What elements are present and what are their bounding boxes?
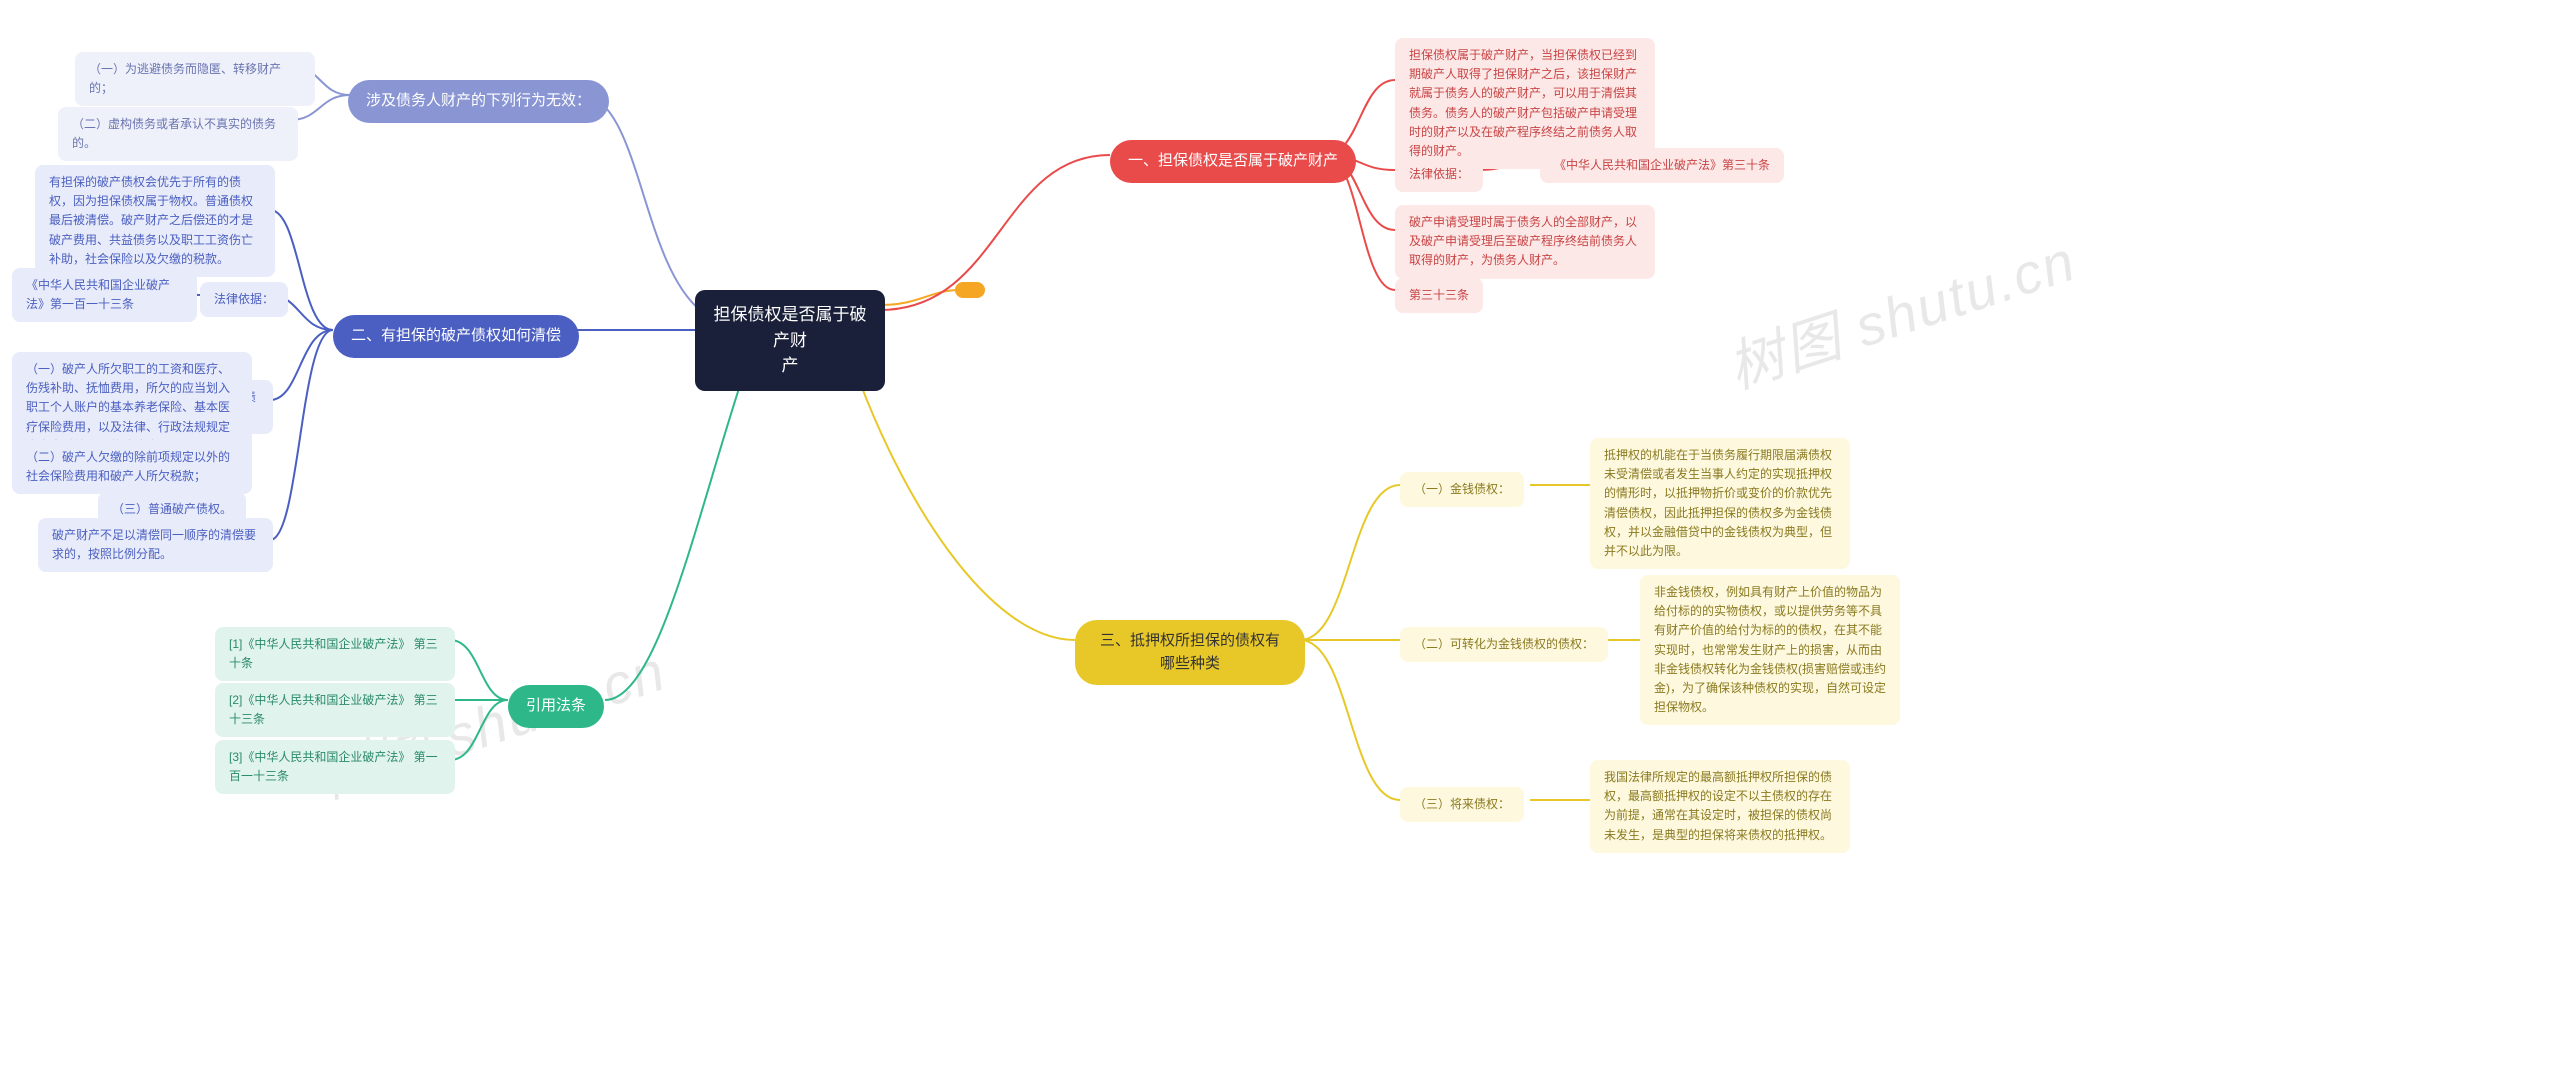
b5-leaf-2[interactable]: [3]《中华人民共和国企业破产法》 第一百一十三条 (215, 740, 455, 794)
b3-sub-0-v[interactable]: 抵押权的机能在于当债务履行期限届满债权未受清偿或者发生当事人约定的实现抵押权的情… (1590, 438, 1850, 569)
branch-4[interactable]: 涉及债务人财产的下列行为无效： (348, 80, 609, 123)
root-node[interactable]: 担保债权是否属于破产财 产 (695, 290, 885, 391)
branch-2-label: 二、有担保的破产债权如何清偿 (351, 327, 561, 344)
branch-3[interactable]: 三、抵押权所担保的债权有哪些种类 (1075, 620, 1305, 685)
b1-leaf-4[interactable]: 第三十三条 (1395, 278, 1483, 313)
branch-5[interactable]: 引用法条 (508, 685, 604, 728)
branch-4-label: 涉及债务人财产的下列行为无效： (366, 92, 591, 109)
root-title-l2: 产 (711, 353, 869, 379)
b1-leaf-3[interactable]: 破产申请受理时属于债务人的全部财产，以及破产申请受理后至破产程序终结前债务人取得… (1395, 205, 1655, 279)
b2-seq-item[interactable]: （三）普通破产债权。 (98, 492, 246, 527)
b2-leaf-0[interactable]: 有担保的破产债权会优先于所有的债权，因为担保债权属于物权。普通债权最后被清偿。破… (35, 165, 275, 277)
b1-leaf-1[interactable]: 法律依据： (1395, 157, 1483, 192)
b5-leaf-1[interactable]: [2]《中华人民共和国企业破产法》 第三十三条 (215, 683, 455, 737)
b3-sub-1-k[interactable]: （二）可转化为金钱债权的债权： (1400, 627, 1608, 662)
branch-2[interactable]: 二、有担保的破产债权如何清偿 (333, 315, 579, 358)
b2-leaf-1[interactable]: 法律依据： (200, 282, 288, 317)
branch-3-label: 三、抵押权所担保的债权有哪些种类 (1100, 632, 1280, 672)
root-title-l1: 担保债权是否属于破产财 (711, 302, 869, 353)
branch-5-label: 引用法条 (526, 697, 586, 714)
b3-sub-0-k[interactable]: （一）金钱债权： (1400, 472, 1524, 507)
b4-leaf-1[interactable]: （二）虚构债务或者承认不真实的债务的。 (58, 107, 298, 161)
accent-dot (955, 282, 985, 298)
b3-sub-2-v[interactable]: 我国法律所规定的最高额抵押权所担保的债权，最高额抵押权的设定不以主债权的存在为前… (1590, 760, 1850, 853)
b3-sub-2-k[interactable]: （三）将来债权： (1400, 787, 1524, 822)
b2-leaf-2[interactable]: 《中华人民共和国企业破产法》第一百一十三条 (12, 268, 197, 322)
b5-leaf-0[interactable]: [1]《中华人民共和国企业破产法》 第三十条 (215, 627, 455, 681)
branch-1[interactable]: 一、担保债权是否属于破产财产 (1110, 140, 1356, 183)
b1-leaf-2[interactable]: 《中华人民共和国企业破产法》第三十条 (1540, 148, 1784, 183)
branch-1-label: 一、担保债权是否属于破产财产 (1128, 152, 1338, 169)
b2-seq-item[interactable]: （二）破产人欠缴的除前项规定以外的社会保险费用和破产人所欠税款； (12, 440, 252, 494)
b4-leaf-0[interactable]: （一）为逃避债务而隐匿、转移财产的； (75, 52, 315, 106)
b3-sub-1-v[interactable]: 非金钱债权，例如具有财产上价值的物品为给付标的的实物债权，或以提供劳务等不具有财… (1640, 575, 1900, 725)
watermark: 树图 shutu.cn (1716, 216, 2085, 405)
